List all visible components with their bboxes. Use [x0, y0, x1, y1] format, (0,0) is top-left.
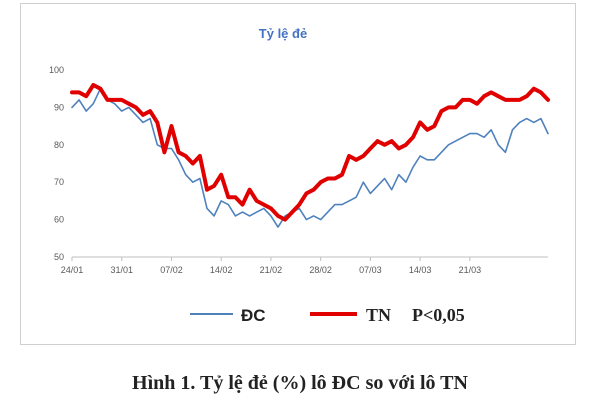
- line-chart: Tỷ lệ đẻ 50 60 70 80 90 100 24/01 31/01 07/02 14…: [49, 26, 550, 325]
- y-tick-label: 70: [54, 177, 64, 187]
- x-axis: 24/01 31/01 07/02 14/02 21/02 28/02 07/03 14/03…: [61, 256, 548, 275]
- x-tick-label: 07/03: [359, 265, 382, 275]
- x-tick-label: 24/01: [61, 265, 84, 275]
- x-tick-label: 21/02: [260, 265, 283, 275]
- figure-caption: Hình 1. Tỷ lệ đẻ (%) lô ĐC so với lô TN: [132, 372, 468, 394]
- chart-title: Tỷ lệ đẻ: [259, 26, 307, 41]
- y-tick-label: 100: [49, 65, 64, 75]
- y-tick-label: 80: [54, 140, 64, 150]
- series-layer: [70, 83, 550, 228]
- legend-label-tn: TN: [366, 305, 391, 325]
- series-line-tn: [70, 83, 550, 222]
- series-line-dc: [71, 87, 549, 228]
- x-tick-label: 21/03: [459, 265, 482, 275]
- x-tick-label: 28/02: [309, 265, 332, 275]
- y-tick-label: 60: [54, 215, 64, 225]
- legend-label-dc: ĐC: [241, 306, 266, 325]
- y-tick-label: 90: [54, 102, 64, 112]
- x-tick-label: 14/03: [409, 265, 432, 275]
- legend-significance-note: P<0,05: [412, 305, 465, 325]
- x-tick-label: 31/01: [110, 265, 133, 275]
- x-tick-label: 14/02: [210, 265, 233, 275]
- legend: ĐC TN P<0,05: [190, 305, 465, 325]
- chart-frame: [20, 3, 576, 345]
- x-tick-label: 07/02: [160, 265, 183, 275]
- y-tick-label: 50: [54, 252, 64, 262]
- y-axis: 50 60 70 80 90 100: [49, 65, 64, 262]
